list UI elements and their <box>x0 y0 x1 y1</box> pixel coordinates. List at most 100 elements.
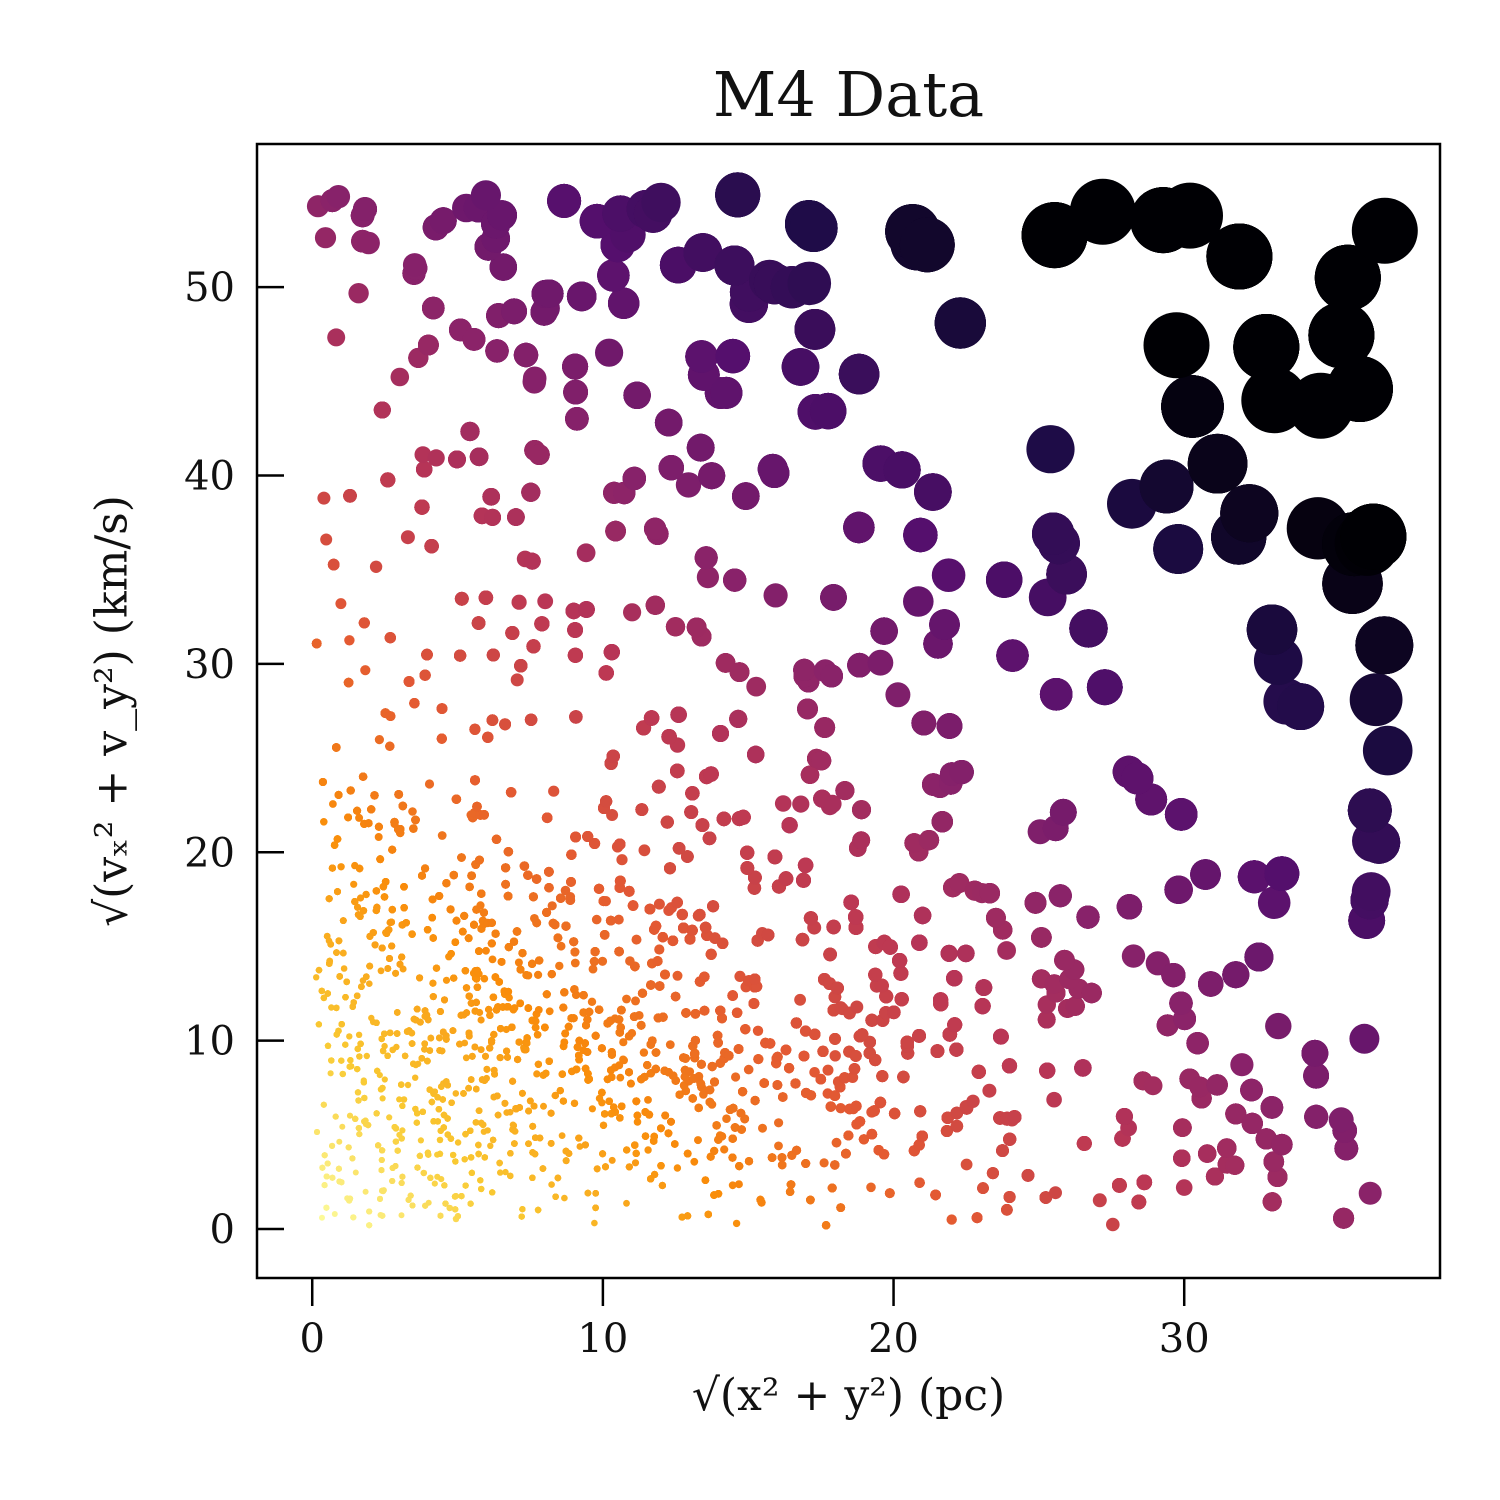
data-point <box>458 1193 465 1200</box>
data-point <box>827 1183 837 1193</box>
data-point <box>555 961 564 971</box>
data-point <box>631 934 642 945</box>
data-point <box>607 1073 616 1081</box>
data-point <box>401 1052 409 1060</box>
data-point <box>454 649 467 662</box>
data-point <box>560 988 569 997</box>
data-point <box>398 801 408 811</box>
data-point <box>960 1158 973 1171</box>
data-point <box>544 883 554 893</box>
data-point <box>526 639 541 654</box>
data-point <box>416 974 424 982</box>
data-point <box>729 709 748 728</box>
data-point <box>431 1180 438 1187</box>
data-point <box>792 1145 802 1155</box>
data-point <box>559 1097 568 1105</box>
data-point <box>558 1070 566 1078</box>
data-point <box>1065 996 1085 1016</box>
data-point <box>337 863 345 871</box>
data-point <box>497 958 506 966</box>
data-point <box>518 949 527 958</box>
data-point <box>372 887 381 895</box>
data-point <box>581 1064 590 1073</box>
data-point <box>362 1188 369 1195</box>
data-point <box>714 1190 723 1198</box>
data-point <box>403 676 415 687</box>
data-point <box>348 1063 355 1070</box>
data-point <box>1021 1169 1035 1182</box>
data-point <box>616 854 628 866</box>
data-point <box>488 955 497 964</box>
data-point <box>575 1134 583 1142</box>
data-point <box>623 885 635 897</box>
data-point <box>584 1189 592 1197</box>
data-point <box>340 965 348 972</box>
data-point <box>505 993 513 1002</box>
data-point <box>623 603 642 622</box>
data-point <box>379 1095 386 1102</box>
data-point <box>441 996 448 1004</box>
data-point <box>916 1130 928 1142</box>
data-point <box>514 1055 522 1064</box>
data-point <box>398 1212 405 1219</box>
data-point <box>338 1057 345 1064</box>
data-point <box>758 1123 767 1133</box>
data-point <box>599 930 610 940</box>
data-point <box>381 1030 388 1037</box>
data-point <box>436 1150 444 1157</box>
data-point <box>564 1022 573 1031</box>
data-point <box>454 1213 461 1220</box>
data-point <box>427 1034 435 1042</box>
data-point <box>774 1141 783 1151</box>
data-point <box>664 862 676 875</box>
data-point <box>681 1054 690 1063</box>
data-point <box>451 938 460 946</box>
data-point <box>660 969 670 980</box>
data-point <box>565 1150 573 1157</box>
data-point <box>570 985 579 994</box>
data-point <box>379 1147 386 1154</box>
data-point <box>545 1057 553 1066</box>
data-point <box>347 1195 354 1202</box>
data-point <box>368 1014 375 1022</box>
data-point <box>570 831 581 843</box>
data-point <box>669 1071 678 1080</box>
data-point <box>547 1109 555 1117</box>
data-point <box>558 1132 566 1139</box>
data-point <box>623 1199 630 1207</box>
data-point <box>419 669 431 681</box>
data-point <box>358 983 365 990</box>
data-point <box>617 1102 626 1111</box>
data-point <box>452 1193 459 1200</box>
data-point <box>524 713 538 726</box>
data-point <box>685 786 700 801</box>
data-point <box>482 946 490 955</box>
data-point <box>489 1136 497 1144</box>
data-point <box>865 1013 879 1027</box>
data-point <box>421 864 430 873</box>
data-point <box>381 1042 388 1050</box>
data-point <box>396 825 405 834</box>
data-point <box>399 1127 406 1134</box>
data-point <box>1173 1118 1192 1137</box>
data-point <box>328 1057 335 1064</box>
data-point <box>489 1189 496 1196</box>
data-point <box>706 1152 715 1161</box>
data-point <box>360 1077 367 1084</box>
data-point <box>690 1048 700 1058</box>
data-point <box>357 1040 364 1048</box>
data-point <box>502 1168 509 1176</box>
data-point <box>487 918 496 928</box>
data-point <box>387 918 395 926</box>
data-point <box>510 673 524 687</box>
data-point <box>465 1084 472 1092</box>
data-point <box>416 461 433 478</box>
data-point <box>585 1007 594 1017</box>
data-point <box>440 1111 448 1119</box>
data-point <box>378 1035 385 1043</box>
data-point <box>657 1124 665 1133</box>
data-point <box>591 914 602 925</box>
data-point <box>523 870 533 880</box>
data-point <box>671 896 683 909</box>
data-point <box>452 1090 460 1097</box>
